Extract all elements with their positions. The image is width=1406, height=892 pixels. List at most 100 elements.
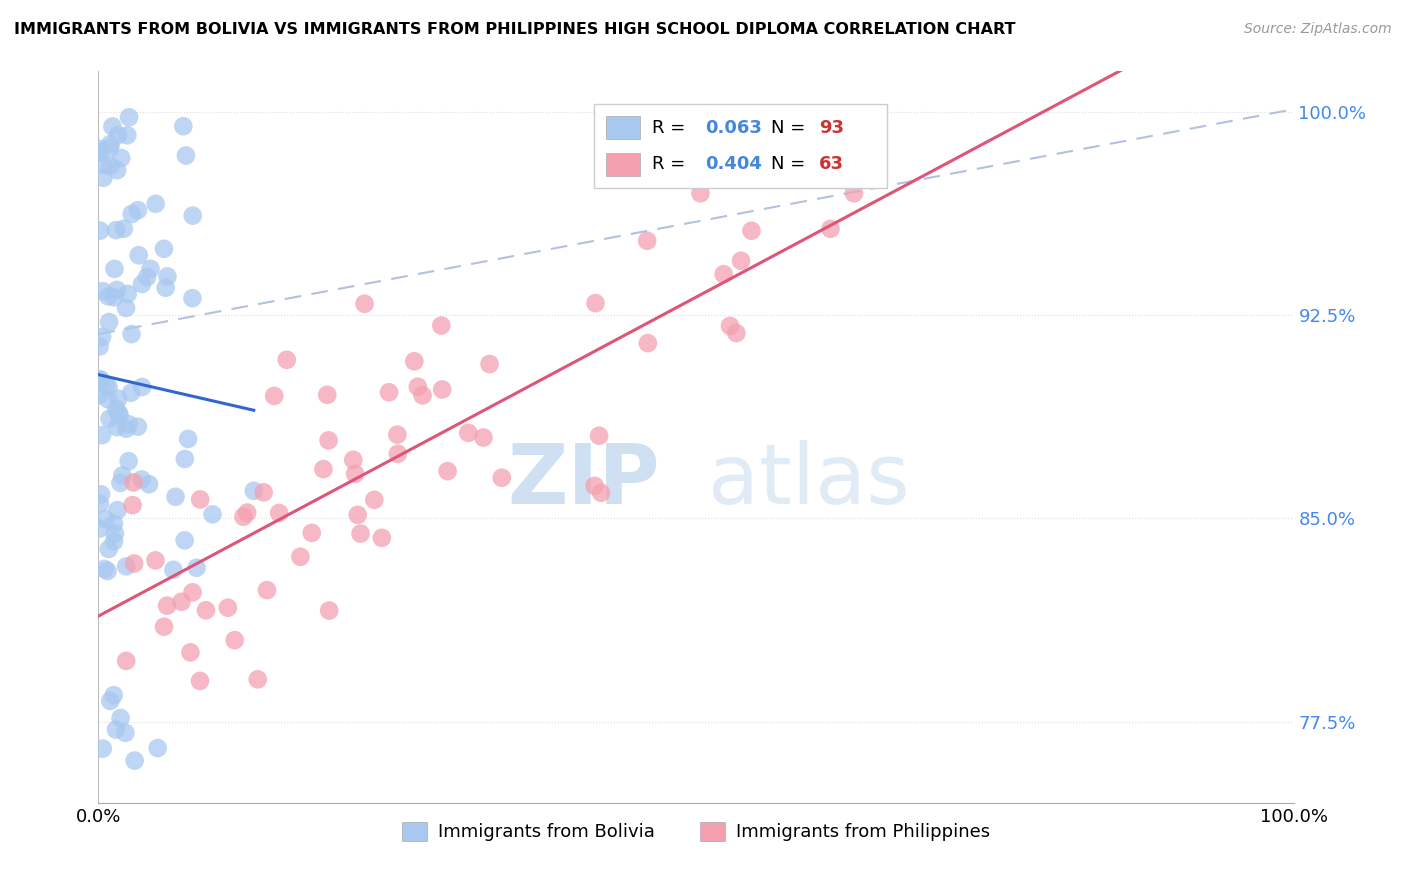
Point [89, 373, 111, 387]
Point [90, 487, 112, 501]
Point [253, 485, 276, 500]
Point [346, 508, 368, 522]
Point [98, 411, 121, 425]
Point [115, 654, 138, 668]
Text: R =: R = [652, 119, 690, 136]
Point [117, 454, 139, 468]
Text: IMMIGRANTS FROM BOLIVIA VS IMMIGRANTS FROM PHILIPPINES HIGH SCHOOL DIPLOMA CORRE: IMMIGRANTS FROM BOLIVIA VS IMMIGRANTS FR… [14, 22, 1015, 37]
Text: N =: N = [772, 155, 811, 173]
Point [378, 385, 401, 400]
Point [98, 141, 121, 155]
Bar [606, 153, 640, 176]
Point [436, 464, 458, 478]
Point [718, 318, 741, 333]
Point [89, 339, 111, 353]
Point [93, 562, 115, 576]
Point [318, 603, 340, 617]
Point [104, 526, 127, 541]
Point [181, 291, 204, 305]
Point [276, 352, 298, 367]
Point [107, 407, 129, 421]
Point [89, 145, 111, 160]
Text: ZIP: ZIP [508, 441, 661, 522]
Point [256, 583, 278, 598]
Point [371, 531, 394, 545]
Point [201, 508, 224, 522]
Point [472, 430, 495, 444]
Point [91, 741, 114, 756]
Point [730, 253, 752, 268]
Point [263, 389, 285, 403]
Point [162, 563, 184, 577]
Point [97, 542, 120, 557]
Point [89, 522, 111, 536]
Point [122, 475, 145, 490]
Point [98, 159, 121, 173]
Point [312, 462, 335, 476]
Point [195, 603, 218, 617]
Point [89, 142, 111, 156]
Point [181, 585, 204, 599]
Point [406, 379, 429, 393]
Point [110, 711, 132, 725]
Point [103, 688, 125, 702]
Point [186, 560, 208, 574]
Point [387, 447, 409, 461]
Point [740, 224, 762, 238]
Point [104, 723, 127, 737]
Text: N =: N = [772, 119, 811, 136]
Point [107, 128, 129, 142]
Point [344, 467, 367, 481]
Point [131, 277, 153, 291]
Point [146, 741, 169, 756]
Point [156, 599, 179, 613]
Point [93, 158, 115, 172]
Point [104, 290, 127, 304]
Point [269, 506, 291, 520]
Point [236, 506, 259, 520]
Point [105, 223, 128, 237]
Point [117, 286, 139, 301]
Point [725, 326, 748, 340]
Point [115, 559, 138, 574]
Text: Source: ZipAtlas.com: Source: ZipAtlas.com [1244, 22, 1392, 37]
Text: 0.404: 0.404 [706, 155, 762, 173]
Point [89, 145, 111, 160]
Point [290, 549, 312, 564]
Point [636, 234, 658, 248]
Point [100, 136, 122, 151]
Point [103, 534, 125, 549]
Point [583, 479, 606, 493]
Point [177, 432, 200, 446]
Point [97, 380, 120, 394]
Point [585, 296, 607, 310]
Point [172, 119, 194, 133]
Legend: Immigrants from Bolivia, Immigrants from Philippines: Immigrants from Bolivia, Immigrants from… [395, 814, 997, 848]
Point [118, 417, 141, 432]
Point [91, 284, 114, 298]
Point [127, 419, 149, 434]
Point [105, 401, 128, 416]
Point [114, 726, 136, 740]
Point [689, 186, 711, 201]
Point [246, 673, 269, 687]
Point [457, 425, 479, 440]
Bar [606, 116, 640, 139]
Point [96, 564, 118, 578]
Point [127, 203, 149, 218]
Point [118, 110, 141, 124]
Point [94, 512, 117, 526]
Point [97, 392, 120, 407]
Point [97, 289, 120, 303]
Point [145, 553, 167, 567]
Point [101, 120, 124, 134]
Point [110, 151, 132, 165]
Point [94, 379, 117, 393]
Point [318, 434, 340, 448]
Point [105, 283, 128, 297]
Point [136, 270, 159, 285]
Text: 0.063: 0.063 [706, 119, 762, 136]
Text: 63: 63 [820, 155, 844, 173]
Point [105, 163, 128, 178]
Point [139, 261, 162, 276]
